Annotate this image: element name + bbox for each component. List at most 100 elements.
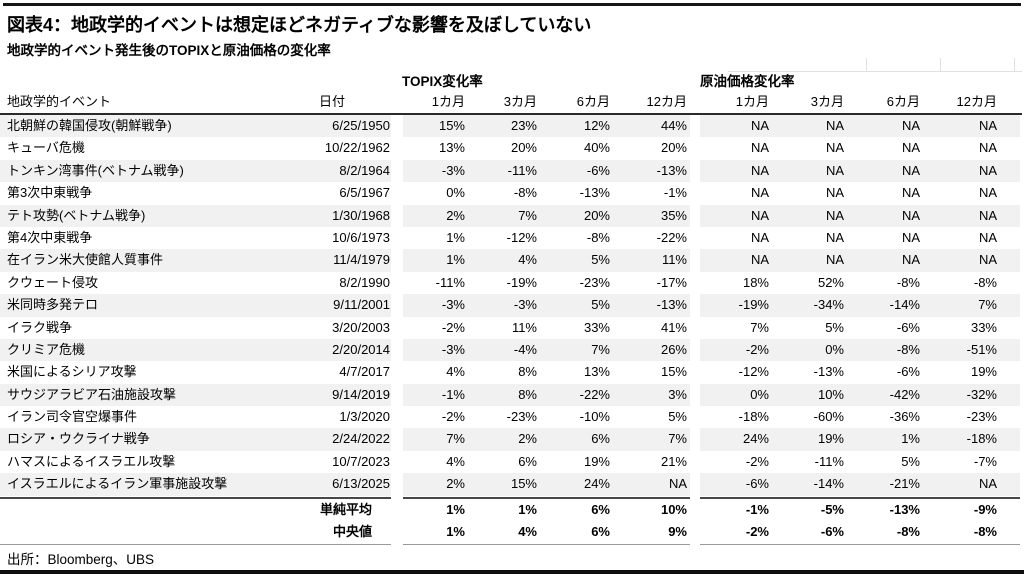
topix-value: 20% bbox=[660, 140, 687, 156]
event-name: 在イラン米大使館人質事件 bbox=[7, 252, 164, 268]
event-date: 11/4/1979 bbox=[333, 252, 390, 268]
table-row: 第3次中東戦争 6/5/1967 0% -8% -13% -1% NA NA NA NA bbox=[0, 182, 1020, 204]
event-date: 1/3/2020 bbox=[339, 409, 390, 425]
oil-value: NA bbox=[750, 229, 769, 245]
event-date: 1/30/1968 bbox=[332, 207, 390, 223]
event-date: 9/14/2019 bbox=[332, 386, 390, 402]
topix-value: -8% bbox=[586, 229, 610, 245]
topix-value: -4% bbox=[513, 341, 537, 357]
topix-value: 4% bbox=[518, 524, 537, 539]
oil-value: -6% bbox=[896, 364, 920, 380]
summary-label: 中央値 bbox=[332, 524, 372, 539]
topix-period-header: 1カ月 bbox=[431, 94, 465, 109]
oil-value: -12% bbox=[738, 364, 769, 380]
summary-bottom-rule bbox=[700, 544, 1020, 545]
oil-value: -14% bbox=[889, 297, 920, 313]
oil-value: NA bbox=[978, 185, 997, 201]
topix-period-header: 12カ月 bbox=[646, 94, 687, 109]
topix-value: -3% bbox=[441, 297, 465, 313]
oil-value: -9% bbox=[973, 502, 997, 517]
oil-value: -2% bbox=[745, 341, 769, 357]
topix-value: 2% bbox=[518, 431, 537, 447]
topix-value: -8% bbox=[513, 185, 537, 201]
table-row: 北朝鮮の韓国侵攻(朝鮮戦争) 6/25/1950 15% 23% 12% 44% NA NA N… bbox=[0, 115, 1020, 138]
table-row: イスラエルによるイラン軍事施設攻撃 6/13/2025 2% 15% 24% NA -6% -… bbox=[0, 473, 1020, 496]
oil-value: 0% bbox=[750, 386, 769, 402]
topix-value: 4% bbox=[446, 364, 465, 380]
event-name: ハマスによるイスラエル攻撃 bbox=[7, 453, 176, 469]
oil-value: NA bbox=[901, 140, 920, 156]
topix-value: 1% bbox=[446, 229, 465, 245]
oil-value: -8% bbox=[973, 274, 997, 290]
oil-value: -60% bbox=[813, 409, 844, 425]
oil-value: NA bbox=[825, 140, 844, 156]
topix-value: -22% bbox=[656, 229, 687, 245]
topix-value: -19% bbox=[506, 274, 537, 290]
topix-value: 19% bbox=[583, 453, 610, 469]
topix-value: 7% bbox=[446, 431, 465, 447]
table-row: キューバ危機 10/22/1962 13% 20% 40% 20% NA NA NA NA bbox=[0, 137, 1020, 159]
oil-period-header: 6カ月 bbox=[886, 94, 920, 109]
event-name: 第3次中東戦争 bbox=[7, 185, 93, 201]
event-column-header: 地政学的イベント bbox=[7, 94, 112, 109]
topix-value: -3% bbox=[513, 297, 537, 313]
oil-value: NA bbox=[978, 140, 997, 156]
summary-top-rule bbox=[403, 497, 690, 499]
oil-value: NA bbox=[750, 252, 769, 268]
oil-value: NA bbox=[750, 140, 769, 156]
oil-value: 0% bbox=[825, 341, 844, 357]
oil-value: NA bbox=[750, 162, 769, 178]
oil-value: NA bbox=[825, 252, 844, 268]
oil-value: NA bbox=[901, 162, 920, 178]
oil-value: -23% bbox=[966, 409, 997, 425]
topix-value: -17% bbox=[656, 274, 687, 290]
topix-value: 3% bbox=[668, 386, 687, 402]
oil-value: 7% bbox=[978, 297, 997, 313]
oil-value: NA bbox=[978, 252, 997, 268]
topix-value: 1% bbox=[446, 524, 465, 539]
topix-value: 15% bbox=[438, 118, 465, 133]
oil-value: -8% bbox=[896, 524, 920, 539]
topix-value: 13% bbox=[438, 140, 465, 156]
topix-value: -2% bbox=[441, 319, 465, 335]
topix-value: -11% bbox=[507, 162, 537, 178]
gridline-artifact bbox=[728, 71, 1022, 72]
event-name: クリミア危機 bbox=[7, 341, 86, 357]
topix-value: -23% bbox=[506, 409, 537, 425]
figure-subtitle: 地政学的イベント発生後のTOPIXと原油価格の変化率 bbox=[7, 43, 331, 58]
topix-value: -3% bbox=[441, 341, 465, 357]
topix-value: 5% bbox=[591, 297, 610, 313]
topix-value: 13% bbox=[583, 364, 610, 380]
event-date: 6/25/1950 bbox=[332, 118, 390, 133]
oil-value: NA bbox=[978, 476, 997, 492]
topix-value: 20% bbox=[583, 207, 610, 223]
topix-value: 10% bbox=[660, 502, 687, 517]
oil-value: -18% bbox=[966, 431, 997, 447]
topix-value: 4% bbox=[518, 252, 537, 268]
oil-value: -1% bbox=[745, 502, 769, 517]
topix-value: 9% bbox=[668, 524, 687, 539]
topix-value: 1% bbox=[446, 252, 465, 268]
top-rule bbox=[3, 3, 1021, 6]
bottom-rule bbox=[0, 570, 1024, 574]
oil-value: NA bbox=[901, 229, 920, 245]
event-name: 第4次中東戦争 bbox=[7, 229, 93, 245]
topix-value: -13% bbox=[579, 185, 610, 201]
oil-value: 19% bbox=[970, 364, 997, 380]
oil-value: NA bbox=[901, 118, 920, 133]
oil-value: -13% bbox=[813, 364, 844, 380]
event-date: 10/22/1962 bbox=[324, 140, 390, 156]
topix-value: 4% bbox=[446, 453, 465, 469]
gridline-artifact bbox=[940, 58, 941, 72]
summary-top-rule bbox=[700, 497, 1020, 499]
oil-value: 19% bbox=[817, 431, 844, 447]
figure-title: 図表4：地政学的イベントは想定ほどネガティブな影響を及ぼしていない bbox=[7, 15, 592, 35]
topix-value: 0% bbox=[446, 185, 465, 201]
event-name: テト攻勢(ベトナム戦争) bbox=[7, 207, 146, 223]
table-row: 米国によるシリア攻撃 4/7/2017 4% 8% 13% 15% -12% -13% -6% 1… bbox=[0, 361, 1020, 383]
event-name: ロシア・ウクライナ戦争 bbox=[7, 431, 150, 447]
topix-value: 26% bbox=[660, 341, 687, 357]
oil-value: NA bbox=[901, 207, 920, 223]
topix-value: 2% bbox=[446, 207, 465, 223]
table-row: 第4次中東戦争 10/6/1973 1% -12% -8% -22% NA NA NA NA bbox=[0, 227, 1020, 249]
